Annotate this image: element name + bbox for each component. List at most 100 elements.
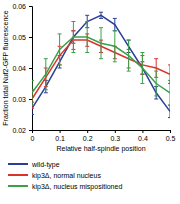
error-bar (127, 40, 131, 71)
error-bar-cap (44, 89, 48, 90)
error-bar-stem (45, 59, 46, 90)
error-bar-stem (114, 18, 115, 30)
legend-swatch (8, 174, 28, 176)
axis-line (33, 131, 171, 134)
error-bar (71, 22, 75, 53)
error-bar-cap (154, 95, 158, 96)
error-bar (140, 53, 144, 84)
legend-label: kip3Δ, normal nucleus (32, 172, 101, 180)
error-bar-cap (85, 52, 89, 53)
error-bar (168, 80, 170, 105)
tick-label: 0.4 (138, 135, 148, 142)
error-bar-cap (168, 80, 170, 81)
tick: 0.3 (110, 130, 120, 142)
series-line (32, 15, 170, 111)
tick-label: 0.3 (110, 135, 120, 142)
error-bar-cap (71, 21, 75, 22)
tick: 0.06 (12, 3, 32, 10)
error-bar (58, 34, 62, 65)
error-bar (32, 80, 34, 105)
legend: wild-type kip3Δ, normal nucleus kip3Δ, nuc… (8, 161, 122, 191)
error-bar-stem (32, 80, 33, 105)
error-bar-stem (156, 71, 157, 96)
error-bar-cap (32, 80, 34, 81)
tick-label: 0.02 (12, 127, 26, 134)
error-bar-cap (58, 33, 62, 34)
error-bar-cap (85, 21, 89, 22)
tick: 0.5 (166, 130, 176, 142)
tick: 0.2 (83, 130, 93, 142)
tick-mark (29, 68, 32, 69)
error-bar (113, 18, 117, 30)
error-bar-cap (154, 58, 158, 59)
axis-line (29, 7, 33, 131)
tick-mark (142, 130, 143, 133)
error-bar-stem (87, 22, 88, 53)
error-bar-cap (113, 30, 117, 31)
tick-label: 0.05 (12, 34, 26, 41)
legend-label: kip3Δ, nucleus mispositioned (32, 183, 122, 191)
error-bar-stem (73, 22, 74, 53)
error-bar-cap (168, 117, 170, 118)
tick-label: 0.1 (55, 135, 65, 142)
plot-area (32, 12, 170, 117)
error-bar (99, 12, 103, 18)
tick: 0.02 (12, 127, 32, 134)
error-bar-cap (32, 108, 34, 109)
error-bar-stem (170, 80, 171, 105)
error-bar-cap (32, 105, 34, 106)
tick-label: 0.06 (12, 3, 26, 10)
error-bar-cap (127, 71, 131, 72)
legend-label: wild-type (31, 161, 60, 169)
error-bar-cap (154, 71, 158, 72)
x-axis-title: Relative half-spindle position (56, 145, 145, 153)
error-bar (154, 71, 158, 96)
chart: 0 0.1 0.2 0.3 0.4 0.5 0.02 0.03 0.04 0.05 0.06 Rela… (0, 0, 180, 204)
tick: 0 (31, 130, 35, 142)
error-bar (168, 105, 170, 117)
tick-mark (29, 6, 32, 7)
error-bar-cap (85, 15, 89, 16)
legend-swatch (8, 163, 28, 165)
y-axis-title: Fraction total Nuf2-GFP fluorescence (2, 10, 9, 126)
tick-mark (29, 130, 32, 131)
tick-mark (115, 130, 116, 133)
x-axis: 0 0.1 0.2 0.3 0.4 0.5 (31, 130, 176, 142)
error-bar (44, 59, 48, 90)
tick-mark (87, 130, 88, 133)
error-bar-cap (58, 68, 62, 69)
tick: 0.03 (12, 96, 32, 103)
error-bar-stem (101, 28, 102, 59)
legend-swatch (8, 185, 28, 187)
error-bar-cap (58, 64, 62, 65)
tick-label: 0.03 (12, 96, 26, 103)
error-bar-cap (154, 99, 158, 100)
error-bar-cap (113, 30, 117, 31)
error-bar-cap (99, 12, 103, 13)
error-bar-cap (127, 40, 131, 41)
error-bar-cap (113, 18, 117, 19)
error-bar-cap (32, 114, 34, 115)
tick-label: 0.04 (12, 65, 26, 72)
error-bar-cap (99, 58, 103, 59)
tick-mark (170, 130, 171, 133)
tick-label: 0 (31, 135, 35, 142)
error-bar-stem (170, 105, 171, 117)
error-bar-cap (113, 61, 117, 62)
error-bar-stem (101, 12, 102, 18)
error-bar-cap (127, 40, 131, 41)
error-bar-cap (140, 52, 144, 53)
error-bar-cap (168, 64, 170, 65)
tick: 0.1 (55, 130, 65, 142)
error-bar-cap (71, 52, 75, 53)
tick-mark (60, 130, 61, 133)
error-bar-cap (99, 27, 103, 28)
tick: 0.05 (12, 34, 32, 41)
y-axis: 0.02 0.03 0.04 0.05 0.06 (12, 3, 32, 134)
error-bar-cap (99, 18, 103, 19)
tick: 0.4 (138, 130, 148, 142)
error-bar-stem (142, 53, 143, 84)
error-bar-stem (59, 34, 60, 65)
error-bar (99, 28, 103, 59)
error-bar-cap (44, 92, 48, 93)
